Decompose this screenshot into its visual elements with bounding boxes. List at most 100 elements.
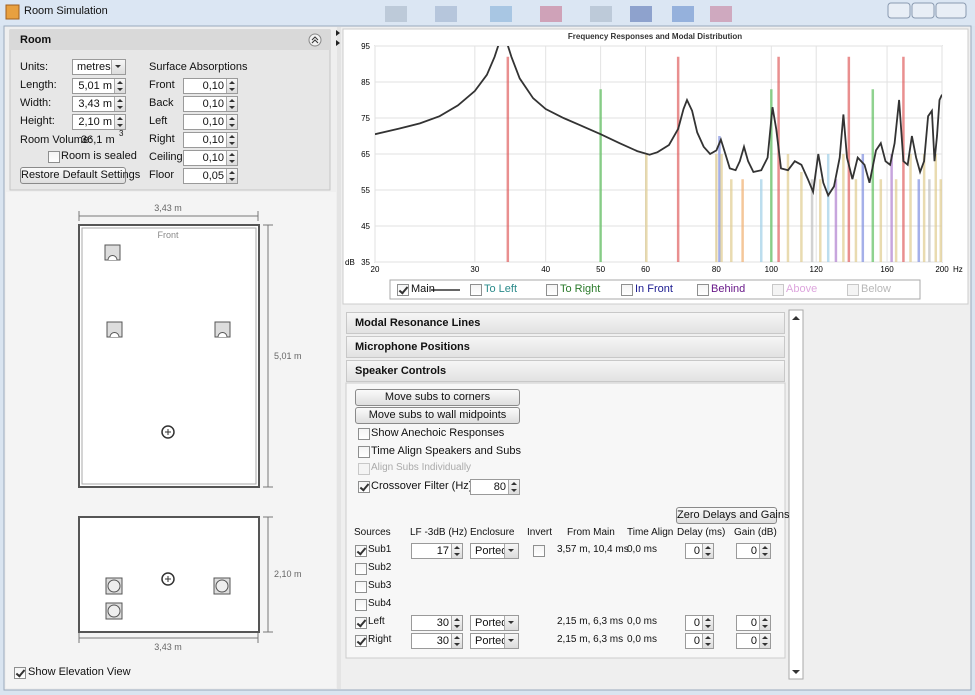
label: Width: [20,97,52,109]
legend-checkbox[interactable] [546,284,558,296]
spinner[interactable]: 0 [685,543,714,559]
spinner[interactable]: 0,10 [183,78,238,94]
combo-arrow[interactable] [504,634,518,648]
legend-label: Behind [711,283,746,295]
button[interactable]: Move subs to corners [355,389,520,406]
checkbox[interactable] [355,581,367,593]
spinner-arrows[interactable] [759,544,770,558]
checkbox[interactable] [358,428,370,440]
y-tick-label: 75 [361,114,370,123]
spinner[interactable]: 0,05 [183,168,238,184]
legend-label: Below [861,283,891,295]
label: 0,0 ms [627,616,658,627]
volume-exponent: 3 [119,129,124,138]
label: Align Subs Individually [371,462,472,474]
window-button [935,2,967,19]
spinner[interactable]: 0,10 [183,114,238,130]
arrow-down [705,643,711,646]
spinner[interactable]: 0,10 [183,132,238,148]
checkbox[interactable] [533,545,545,557]
combo-box[interactable]: metres [72,59,126,75]
checkbox[interactable] [358,445,370,458]
x-tick-label: 30 [470,265,479,274]
spinner[interactable]: 0 [736,615,771,631]
spinner[interactable]: 0 [685,633,714,649]
spinner-arrows[interactable] [114,97,125,111]
combo-arrow[interactable] [111,60,125,74]
arrow-up [117,81,123,84]
spinner-arrows[interactable] [226,169,237,183]
spinner-arrows[interactable] [508,480,519,495]
x-tick-label: 160 [880,265,894,274]
spinner[interactable]: 2,10 m [72,114,126,130]
spinner[interactable]: 17 [411,543,463,559]
spinner-value: 5,01 m [78,80,112,92]
spinner[interactable]: 3,43 m [72,96,126,112]
spinner[interactable]: 30 [411,615,463,631]
spinner-arrows[interactable] [226,133,237,147]
checkbox[interactable] [355,563,367,575]
spinner[interactable]: 80 [470,479,520,496]
wall-label: Front [157,230,179,240]
spinner-arrows[interactable] [702,616,713,630]
spinner-arrows[interactable] [114,115,125,129]
legend-checkbox[interactable] [397,284,409,296]
legend-checkbox[interactable] [470,284,482,296]
spinner-arrows[interactable] [226,151,237,165]
accordion-header[interactable]: Speaker Controls [346,360,785,382]
label: Sub4 [368,598,392,609]
label: Length: [20,79,57,91]
legend-checkbox[interactable] [697,284,709,296]
legend-label: Main [411,283,435,295]
button[interactable]: Restore Default Settings [20,167,140,184]
x-tick-label: 120 [810,265,824,274]
spinner-arrows[interactable] [702,544,713,558]
spinner[interactable]: 5,01 m [72,78,126,94]
sub-cone [107,579,121,593]
checkbox[interactable] [355,635,367,647]
button[interactable]: Zero Delays and Gains [676,507,790,524]
spinner-arrows[interactable] [226,97,237,111]
legend-box [389,279,921,300]
checkbox[interactable] [14,667,26,679]
spinner-arrows[interactable] [702,634,713,648]
combo-box[interactable]: Ported [470,543,519,559]
combo-value: Ported [475,635,508,647]
spinner[interactable]: 0 [685,615,714,631]
button[interactable]: Move subs to wall midpoints [355,407,520,424]
spinner-value: 0 [693,635,700,647]
checkbox[interactable] [48,151,60,163]
spinner[interactable]: 0 [736,543,771,559]
combo-arrow[interactable] [504,544,518,558]
spinner-arrows[interactable] [114,79,125,93]
spinner-arrows[interactable] [226,79,237,93]
legend-checkbox[interactable] [621,284,633,296]
checkbox[interactable] [355,545,367,557]
x-tick-label: 100 [765,265,779,274]
combo-arrow[interactable] [504,616,518,630]
app-icon [5,4,20,20]
arrow-down [115,65,121,68]
spinner-arrows[interactable] [451,544,462,558]
spinner[interactable]: 0 [736,633,771,649]
speaker-cone [217,332,228,338]
spinner-arrows[interactable] [226,115,237,129]
accordion-header[interactable]: Modal Resonance Lines [346,312,785,334]
spinner[interactable]: 30 [411,633,463,649]
spinner-arrows[interactable] [759,616,770,630]
spinner[interactable]: 0,10 [183,96,238,112]
spinner-arrows[interactable] [451,634,462,648]
accordion-header[interactable]: Microphone Positions [346,336,785,358]
spinner[interactable]: 0,10 [183,150,238,166]
label: Front [149,79,175,91]
spinner-arrows[interactable] [451,616,462,630]
spinner-arrows[interactable] [759,634,770,648]
sub-cone [107,604,121,618]
checkbox[interactable] [355,617,367,629]
checkbox[interactable] [355,599,367,611]
arrow-up [229,135,235,138]
checkbox[interactable] [358,481,370,494]
y-unit: dB [345,258,355,267]
combo-box[interactable]: Ported [470,615,519,631]
combo-box[interactable]: Ported [470,633,519,649]
